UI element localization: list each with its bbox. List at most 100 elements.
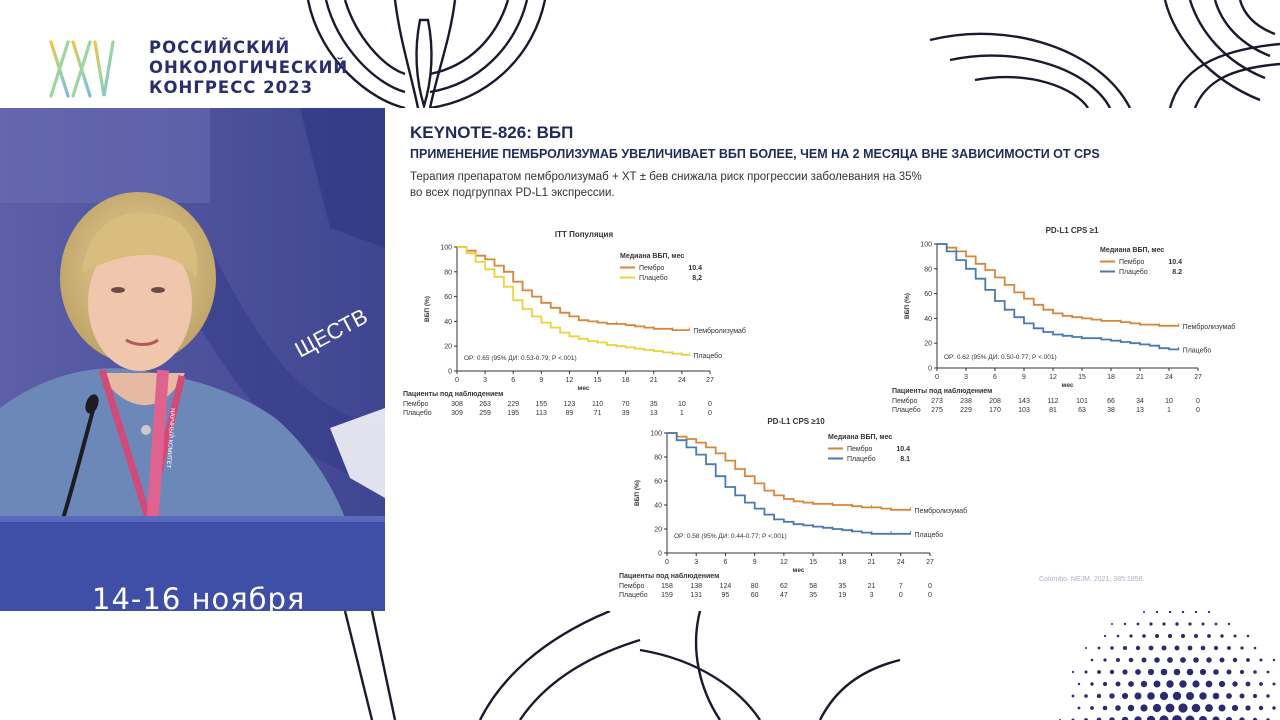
- risk-cell: 101: [1076, 398, 1088, 405]
- risk-cell: 1: [680, 410, 684, 417]
- decor-dot: [1175, 622, 1179, 626]
- decor-dot: [1161, 645, 1167, 651]
- risk-cell: 123: [564, 401, 576, 408]
- speaker-video-scene: ЩЕСТВ НАУЧНЫЙ КОМИТЕТ: [0, 108, 385, 611]
- risk-cell: 138: [690, 583, 702, 590]
- decor-dot: [1077, 682, 1081, 686]
- y-tick-label: 20: [444, 344, 452, 351]
- risk-cell: 13: [1136, 407, 1144, 414]
- decor-dot: [1084, 694, 1088, 698]
- decor-dot: [1253, 670, 1257, 674]
- decor-dot: [1219, 657, 1225, 663]
- decor-dot: [1084, 670, 1088, 674]
- decor-dot: [1109, 669, 1115, 675]
- risk-cell: 35: [650, 401, 658, 408]
- y-tick-label: 0: [448, 369, 452, 376]
- decor-dot: [1155, 634, 1159, 638]
- x-tick-label: 12: [566, 377, 574, 384]
- decor-dot: [1179, 680, 1187, 688]
- decor-dot: [1155, 610, 1159, 614]
- decor-dot: [1220, 634, 1224, 638]
- decor-dot: [1218, 680, 1226, 688]
- decor-dot: [1154, 657, 1160, 663]
- decor-dot: [1127, 704, 1135, 712]
- decor-dot: [1103, 634, 1107, 638]
- decor-dot: [1134, 716, 1142, 720]
- decor-dot: [1096, 717, 1102, 720]
- decor-dot: [1186, 692, 1194, 700]
- risk-cell: 58: [809, 583, 817, 590]
- decor-dot: [1193, 657, 1199, 663]
- decor-dot: [1192, 680, 1200, 688]
- x-tick-label: 15: [1078, 374, 1086, 381]
- x-tick-label: 12: [1049, 374, 1057, 381]
- risk-cell: 238: [960, 398, 972, 405]
- slide-body-line-2: во всех подгруппах PD-L1 экспрессии.: [410, 187, 615, 199]
- risk-cell: 103: [1018, 407, 1030, 414]
- speaker-video: ЩЕСТВ НАУЧНЫЙ КОМИТЕТ 14-16 ноября: [0, 108, 385, 611]
- legend-median: 8,2: [692, 275, 702, 282]
- decor-dot: [1085, 647, 1087, 649]
- curve-end-label: Пембролизумаб: [693, 327, 746, 335]
- risk-cell: 0: [899, 592, 903, 599]
- y-tick-label: 40: [924, 316, 932, 323]
- decor-dot: [1172, 691, 1182, 701]
- decor-dot: [1090, 706, 1094, 710]
- risk-row-label: Пембро: [892, 397, 918, 405]
- x-tick-label: 21: [650, 377, 658, 384]
- x-tick-label: 6: [511, 377, 515, 384]
- decor-dot: [1173, 668, 1181, 676]
- decor-dot: [1199, 692, 1207, 700]
- hazard-ratio-note: ОР: 0.62 (95% ДИ: 0.50-0.77; P <.001): [944, 354, 1057, 361]
- decor-dot: [1272, 658, 1276, 662]
- decor-dot: [1165, 703, 1175, 713]
- decor-dot: [1231, 704, 1239, 712]
- decor-dot: [1180, 657, 1186, 663]
- decor-dot: [1227, 622, 1231, 626]
- risk-cell: 170: [989, 407, 1001, 414]
- x-tick-label: 3: [694, 559, 698, 566]
- slide-subtitle: ПРИМЕНЕНИЕ ПЕМБРОЛИЗУМАБ УВЕЛИЧИВАЕТ ВБП…: [410, 147, 1100, 161]
- decor-dot: [1233, 634, 1237, 638]
- risk-cell: 13: [650, 410, 658, 417]
- x-tick-label: 0: [455, 377, 459, 384]
- decor-dot: [1239, 693, 1245, 699]
- x-tick-label: 18: [622, 377, 630, 384]
- decor-dot: [1159, 691, 1169, 701]
- decor-dot: [1115, 681, 1121, 687]
- legend-median: 10.4: [896, 446, 910, 453]
- y-tick-label: 60: [924, 291, 932, 298]
- risk-cell: 35: [838, 583, 846, 590]
- x-tick-label: 15: [594, 377, 602, 384]
- decor-dot: [1207, 634, 1211, 638]
- decor-dot: [1153, 680, 1161, 688]
- risk-cell: 0: [708, 401, 712, 408]
- decor-dot: [1148, 645, 1154, 651]
- decor-dot: [1245, 705, 1251, 711]
- risk-cell: 80: [751, 583, 759, 590]
- x-tick-label: 12: [780, 559, 788, 566]
- decor-dot: [1188, 622, 1192, 626]
- decor-dot: [1128, 657, 1134, 663]
- decor-dot: [1097, 670, 1101, 674]
- decor-dot: [1160, 668, 1168, 676]
- decor-dot: [1096, 693, 1102, 699]
- risk-row-label: Плацебо: [403, 409, 432, 417]
- decor-dot: [1135, 645, 1141, 651]
- decor-dot: [1111, 623, 1113, 625]
- risk-cell: 34: [1136, 398, 1144, 405]
- risk-table-header: Пациенты под наблюдением: [892, 387, 992, 395]
- risk-cell: 308: [451, 401, 463, 408]
- decor-dot: [1129, 634, 1133, 638]
- risk-cell: 66: [1107, 398, 1115, 405]
- decor-dot: [1218, 704, 1226, 712]
- risk-cell: 158: [661, 583, 673, 590]
- risk-cell: 110: [592, 401, 603, 408]
- risk-table-header: Пациенты под наблюдением: [403, 390, 503, 398]
- x-axis-label: мес: [793, 567, 805, 574]
- x-tick-label: 6: [723, 559, 727, 566]
- risk-cell: 1: [1167, 407, 1171, 414]
- decor-dot: [1136, 622, 1140, 626]
